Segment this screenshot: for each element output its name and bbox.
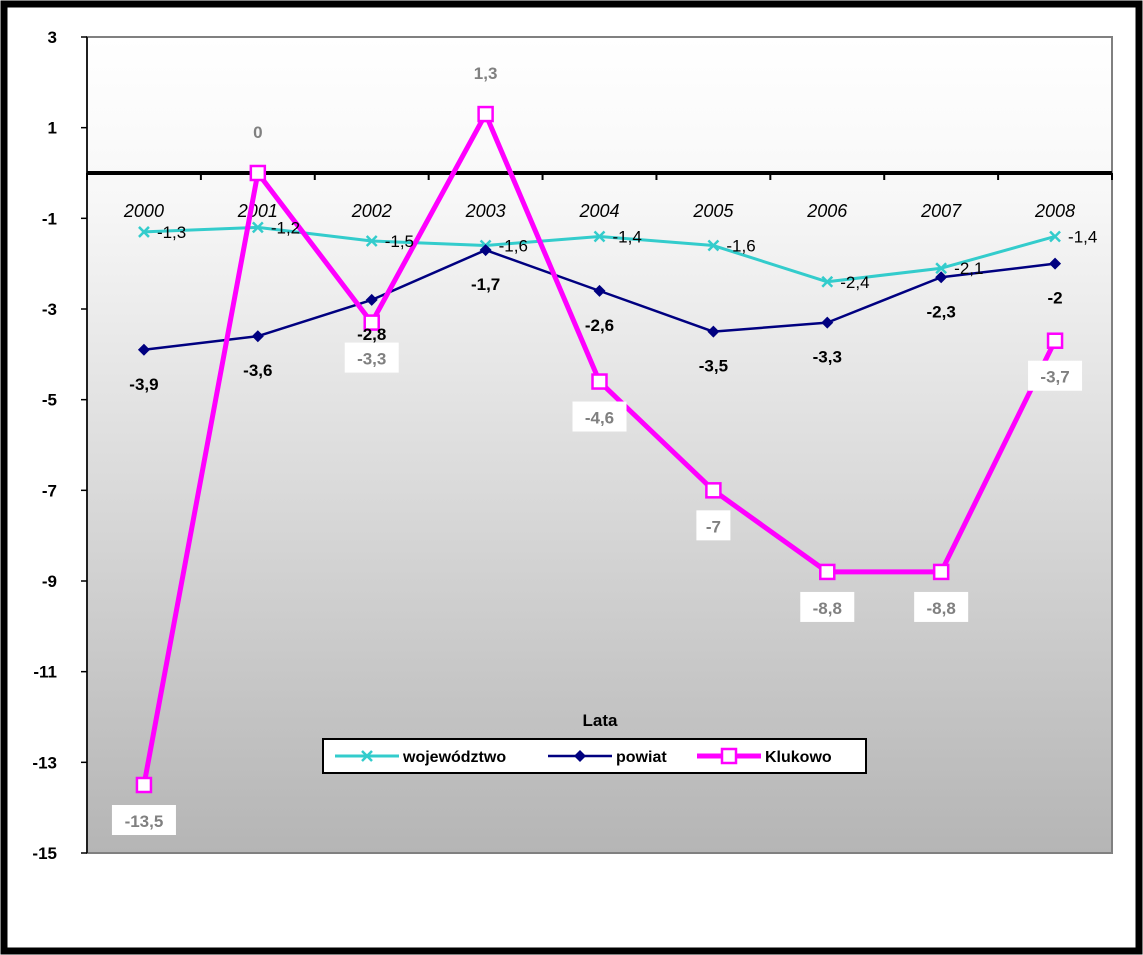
data-label-klukowo: -7 — [706, 517, 721, 536]
y-tick-label: -5 — [42, 391, 57, 410]
data-point-powiat — [707, 325, 720, 338]
legend-marker-powiat — [574, 750, 586, 762]
data-label-wojewodztwo: -2,4 — [840, 273, 869, 292]
y-tick-label: -3 — [42, 300, 57, 319]
series-layer — [135, 105, 1064, 794]
y-tick-label: 3 — [48, 28, 57, 47]
legend: województwo powiat Klukowo — [322, 738, 867, 774]
data-point-województwo — [365, 235, 378, 247]
data-point-Klukowo — [135, 776, 153, 794]
data-label-powiat: -3,5 — [699, 357, 728, 376]
x-tick-label: 2006 — [806, 201, 848, 221]
data-label-wojewodztwo: -2,1 — [954, 259, 983, 278]
data-label-wojewodztwo: -1,4 — [1068, 227, 1097, 246]
data-point-województwo — [1049, 230, 1061, 243]
data-point-Klukowo — [591, 373, 608, 390]
data-label-klukowo: -3,7 — [1040, 368, 1069, 387]
x-tick-label: 2008 — [1034, 201, 1075, 221]
data-label-box-klukowo — [914, 591, 969, 622]
data-label-powiat: -3,9 — [129, 375, 158, 394]
data-label-powiat: -1,7 — [471, 275, 500, 294]
y-tick-label: -1 — [42, 209, 57, 228]
data-label-klukowo: -3,3 — [357, 350, 386, 369]
data-label-wojewodztwo: -1,2 — [271, 218, 300, 237]
data-point-Klukowo — [932, 563, 950, 581]
data-label-wojewodztwo: -1,6 — [726, 237, 755, 256]
data-label-box-klukowo — [111, 805, 176, 835]
data-label-klukowo: -8,8 — [813, 599, 842, 618]
data-point-powiat — [137, 343, 150, 356]
x-tick-label: 2007 — [920, 201, 962, 221]
x-axis-title: Lata — [583, 711, 619, 730]
data-label-wojewodztwo: -1,4 — [613, 227, 642, 246]
plot-area — [86, 36, 1113, 854]
data-point-powiat — [821, 316, 834, 329]
data-label-powiat: -2 — [1047, 289, 1062, 308]
data-point-województwo — [593, 230, 606, 243]
data-point-powiat — [479, 244, 492, 257]
data-label-wojewodztwo: -1,3 — [157, 223, 186, 242]
data-point-powiat — [251, 330, 264, 343]
data-label-powiat: -2,6 — [585, 316, 614, 335]
data-label-powiat: -2,8 — [357, 325, 386, 344]
data-label-box-klukowo — [696, 510, 731, 541]
data-label-box-klukowo — [800, 591, 855, 622]
legend-label-województwo: województwo — [402, 749, 506, 766]
legend-label-powiat: powiat — [616, 749, 667, 766]
data-point-województwo — [821, 275, 834, 288]
x-tick-label: 2003 — [465, 201, 506, 221]
data-point-powiat — [935, 271, 948, 284]
data-label-powiat: -3,3 — [813, 348, 842, 367]
data-point-Klukowo — [249, 164, 267, 182]
data-point-województwo — [251, 221, 264, 234]
data-point-Klukowo — [705, 482, 722, 499]
y-tick-label: -13 — [32, 753, 57, 772]
legend-marker-województwo — [361, 750, 373, 762]
data-label-box-klukowo — [1028, 360, 1083, 391]
data-point-powiat — [365, 293, 378, 306]
data-point-powiat — [1049, 257, 1062, 270]
legend-marker-Klukowo — [720, 747, 738, 765]
data-label-klukowo: 1,3 — [474, 64, 498, 83]
data-label-klukowo: -13,5 — [125, 812, 164, 831]
x-tick-label: 2001 — [237, 201, 278, 221]
data-point-Klukowo — [1046, 332, 1064, 349]
y-tick-label: -11 — [33, 663, 57, 682]
data-point-Klukowo — [819, 563, 836, 581]
data-point-powiat — [593, 284, 606, 297]
y-tick-label: -7 — [42, 481, 57, 500]
data-label-klukowo: 0 — [253, 123, 262, 142]
data-label-powiat: -3,6 — [243, 361, 272, 380]
data-point-Klukowo — [363, 314, 380, 331]
data-label-klukowo: -8,8 — [927, 599, 956, 618]
y-tick-label: -15 — [32, 844, 57, 863]
x-tick-label: 2000 — [123, 201, 164, 221]
data-label-wojewodztwo: -1,5 — [385, 232, 414, 251]
data-point-województwo — [707, 239, 720, 252]
data-label-klukowo: -4,6 — [585, 409, 614, 428]
x-tick-label: 2002 — [351, 201, 392, 221]
label-layer: -1,3 -1,2 -1,5 -1,6 -1,4 -1,6 -2,4 -2,1 -1,4 -3,9… — [111, 64, 1097, 835]
data-point-województwo — [935, 262, 948, 275]
x-tick-label: 2004 — [578, 201, 619, 221]
data-label-powiat: -2,3 — [927, 302, 956, 321]
y-tick-label: -9 — [42, 572, 57, 591]
data-label-box-klukowo — [344, 342, 399, 373]
data-label-box-klukowo — [572, 401, 627, 432]
x-tick-label: 2005 — [692, 201, 734, 221]
y-tick-label: 1 — [48, 119, 57, 138]
data-point-województwo — [138, 226, 150, 238]
legend-items: województwo powiat Klukowo — [335, 747, 832, 766]
data-point-Klukowo — [477, 105, 494, 123]
legend-label-Klukowo: Klukowo — [765, 749, 832, 766]
data-label-wojewodztwo: -1,6 — [499, 237, 528, 256]
